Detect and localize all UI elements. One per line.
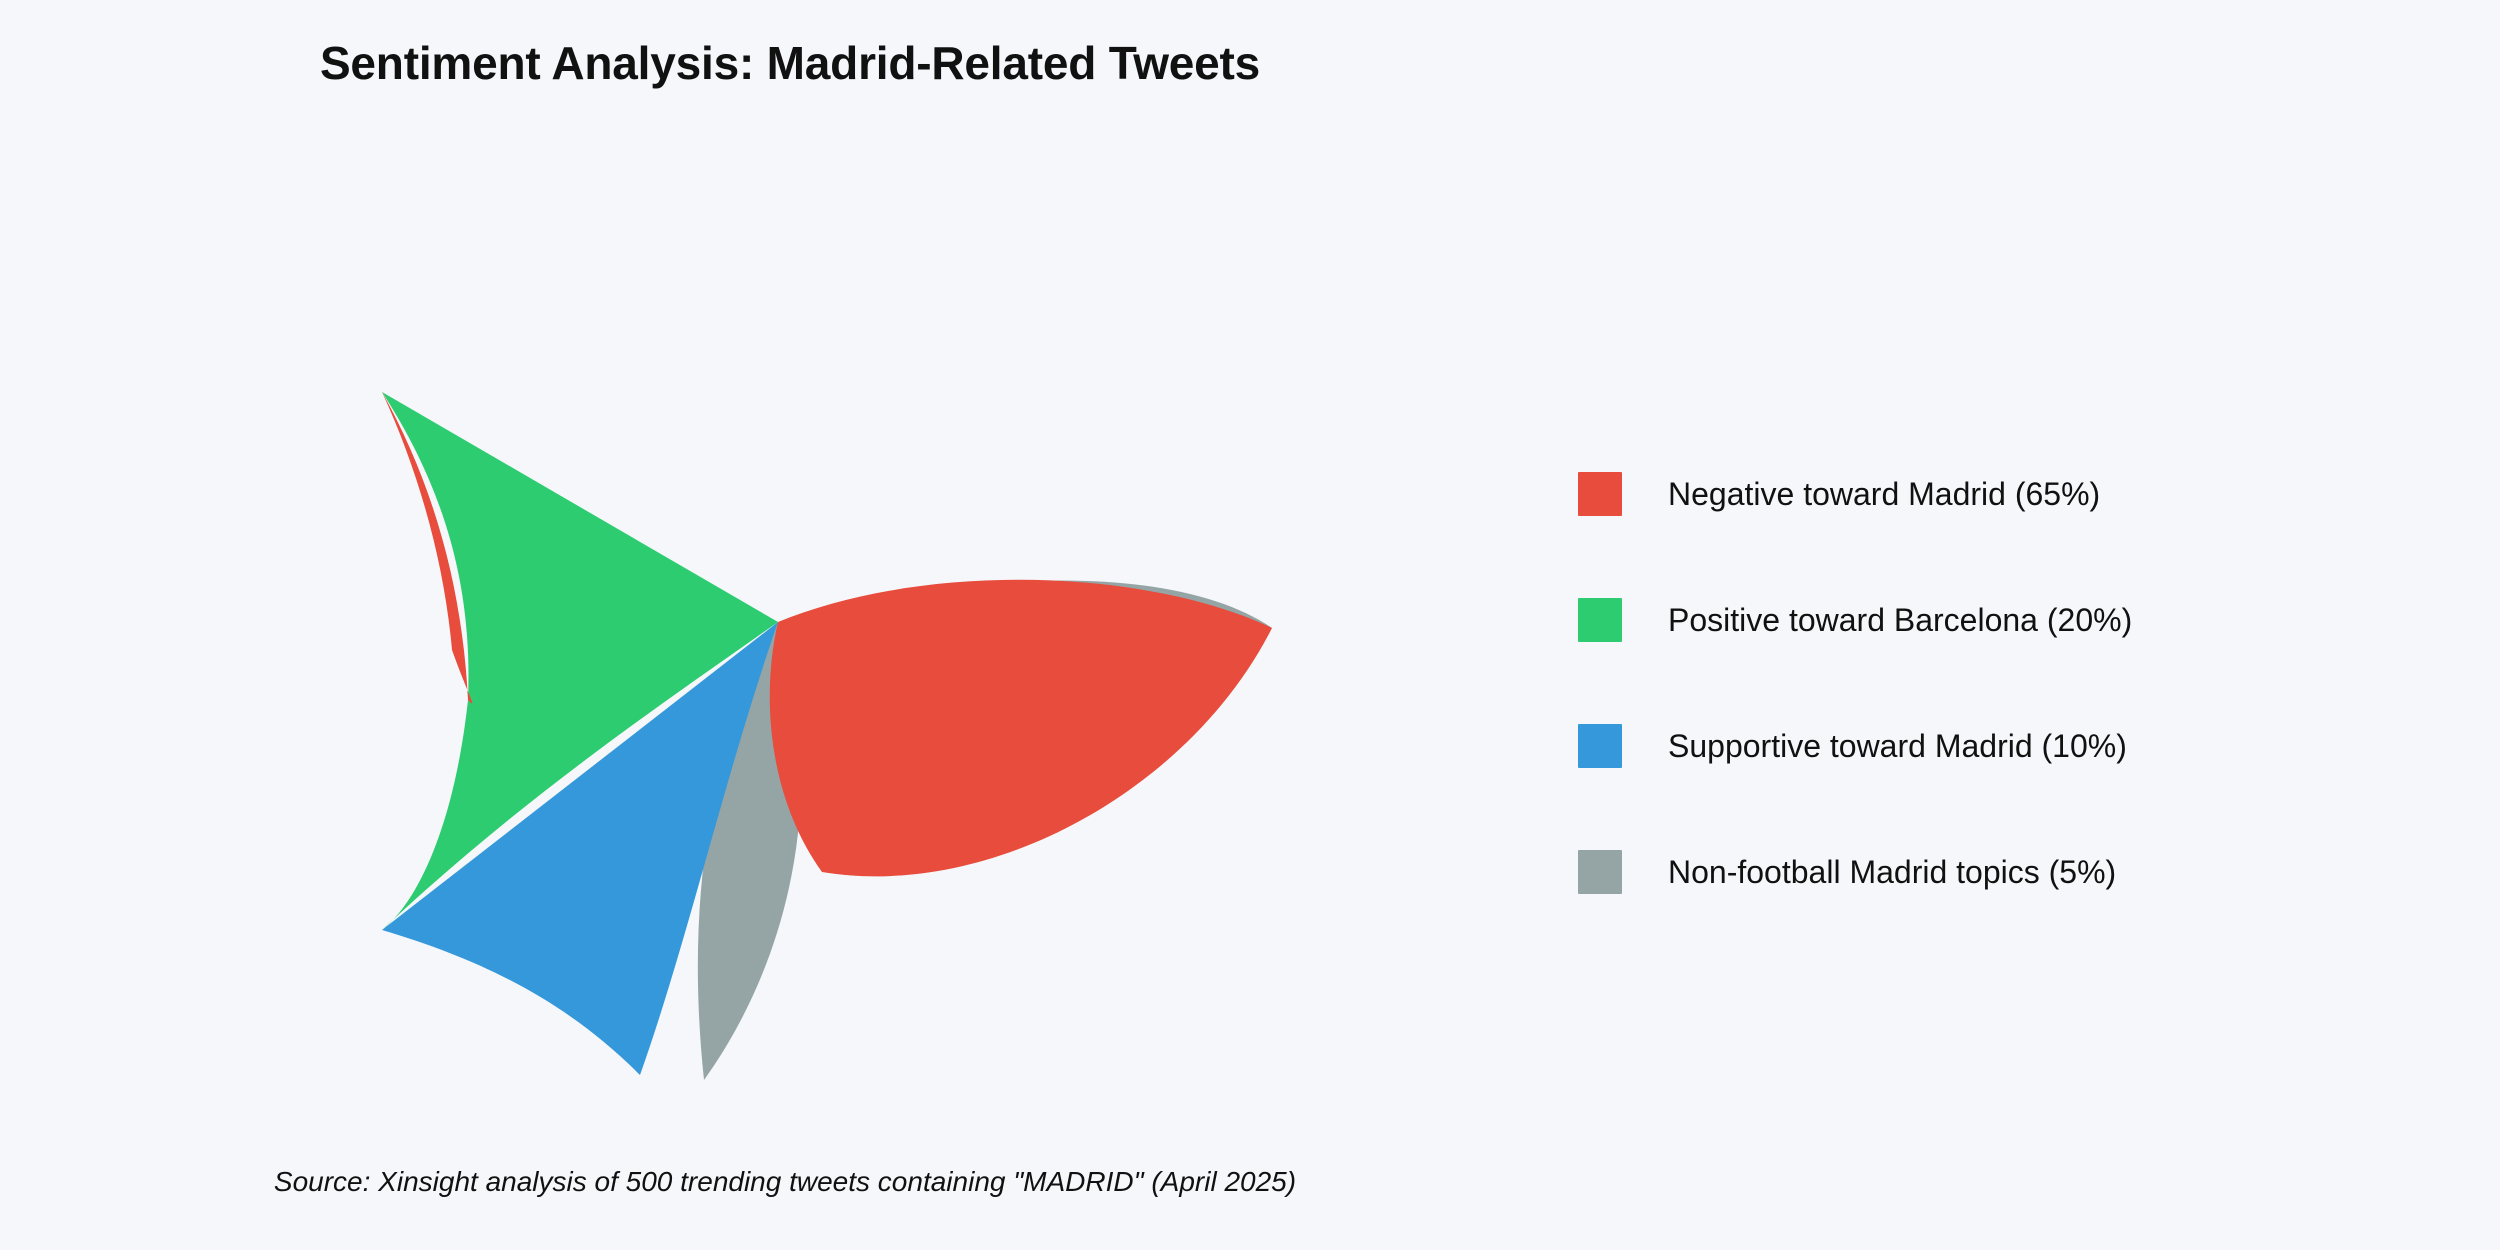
legend-label-non-football-madrid-topics: Non-football Madrid topics (5%)	[1668, 854, 2117, 890]
pie-chart-graphic	[382, 392, 1272, 1080]
legend-item-supportive-toward-madrid[interactable]: Supportive toward Madrid (10%)	[1578, 707, 2458, 785]
pie-slice-supportive-toward-madrid[interactable]	[382, 622, 778, 1075]
pie-slice-positive-toward-barcelona[interactable]	[382, 392, 778, 930]
pie-slice-negative-toward-madrid[interactable]	[769, 579, 1272, 877]
legend-item-positive-toward-barcelona[interactable]: Positive toward Barcelona (20%)	[1578, 581, 2458, 659]
legend-swatch-icon-non-football	[1578, 850, 1622, 894]
legend-label-supportive-toward-madrid: Supportive toward Madrid (10%)	[1668, 728, 2127, 764]
legend-swatch-icon-positive	[1578, 598, 1622, 642]
legend-item-non-football-madrid-topics[interactable]: Non-football Madrid topics (5%)	[1578, 833, 2458, 911]
pie-slice-negative-toward-madrid-edge[interactable]	[382, 392, 473, 704]
legend-item-negative-toward-madrid[interactable]: Negative toward Madrid (65%)	[1578, 455, 2458, 533]
legend-swatch-icon-negative	[1578, 472, 1622, 516]
page-title: Sentiment Analysis: Madrid-Related Tweet…	[319, 37, 1261, 89]
legend-label-positive-toward-barcelona: Positive toward Barcelona (20%)	[1668, 602, 2133, 638]
source-caption: Source: Xinsight analysis of 500 trendin…	[273, 1166, 1297, 1197]
legend-swatch-icon-supportive	[1578, 724, 1622, 768]
chart-legend: Negative toward Madrid (65%) Positive to…	[1578, 455, 2458, 911]
legend-label-negative-toward-madrid: Negative toward Madrid (65%)	[1668, 476, 2101, 512]
